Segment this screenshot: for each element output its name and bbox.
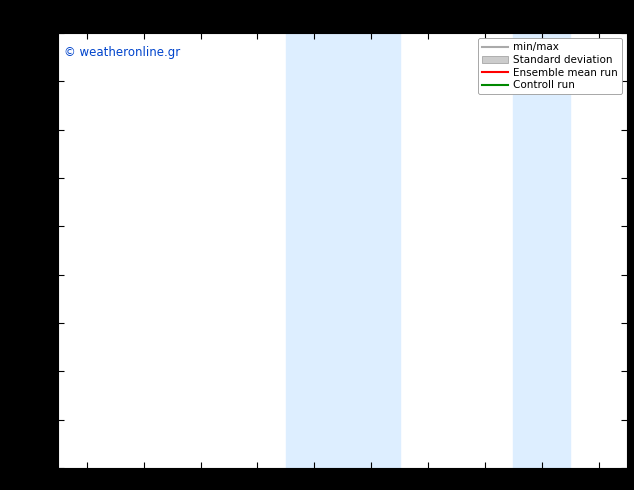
- Bar: [286, 33, 399, 468]
- Bar: [514, 33, 570, 468]
- Y-axis label: Surface Pressure (hPa): Surface Pressure (hPa): [7, 180, 20, 321]
- Legend: min/max, Standard deviation, Ensemble mean run, Controll run: min/max, Standard deviation, Ensemble me…: [477, 38, 622, 95]
- Text: ENS Time Series Juan Santamaría International Airport: ENS Time Series Juan Santamaría Internat…: [52, 12, 430, 27]
- Text: Ääõ. 29.04.2024 15 UTC: Ääõ. 29.04.2024 15 UTC: [447, 12, 615, 26]
- Text: © weatheronline.gr: © weatheronline.gr: [64, 46, 181, 59]
